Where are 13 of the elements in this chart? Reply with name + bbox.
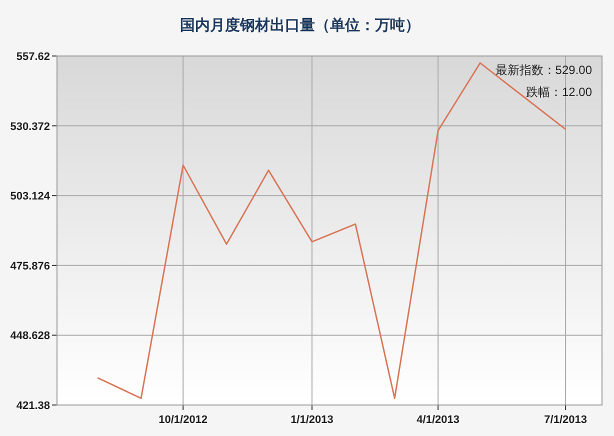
chart-title: 国内月度钢材出口量（单位：万吨） (180, 16, 420, 34)
x-tick-label: 4/1/2013 (416, 414, 460, 426)
y-tick-label: 475.876 (10, 260, 50, 272)
y-tick-label: 503.124 (10, 190, 51, 203)
y-tick-label: 557.62 (16, 51, 50, 63)
y-tick-label: 530.372 (10, 120, 50, 133)
y-tick-label: 448.628 (10, 330, 50, 342)
annotation: 最新指数：529.00 (495, 63, 592, 77)
y-tick-label: 421.38 (16, 400, 50, 412)
x-tick-label: 10/1/2012 (158, 414, 208, 426)
x-tick-label: 1/1/2013 (290, 414, 334, 426)
x-tick-label: 7/1/2013 (544, 414, 587, 426)
annotation: 跌幅：12.00 (526, 85, 592, 99)
